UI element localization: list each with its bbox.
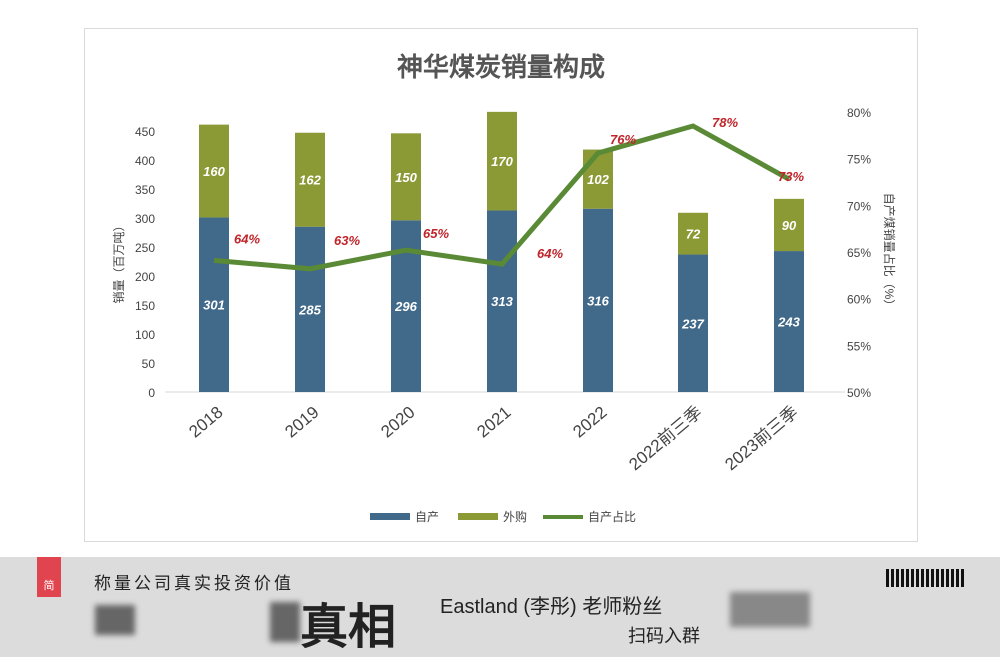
y-tick-label: 400 xyxy=(135,154,155,168)
y-tick-label: 250 xyxy=(135,241,155,255)
share-label: 64% xyxy=(537,246,563,261)
bar-purchased xyxy=(391,133,421,221)
chart-frame: 神华煤炭销量构成 0 50 100 150 200 250 300 350 400 450 50% 55… xyxy=(84,28,918,542)
y-tick-label: 150 xyxy=(135,299,155,313)
x-tick-label: 2019 xyxy=(281,403,322,442)
share-line xyxy=(213,123,791,272)
bar-own-label: 316 xyxy=(587,293,609,308)
bar-own-label: 243 xyxy=(777,315,800,330)
x-tick-label: 2023前三季 xyxy=(721,403,801,475)
y-axis-label: 销量（百万吨） xyxy=(112,219,126,303)
bar-purchased xyxy=(295,132,325,227)
bar-own-label: 313 xyxy=(491,294,513,309)
bar-purchased-label: 160 xyxy=(203,164,225,179)
y2-tick-label: 50% xyxy=(847,386,871,400)
bar-purchased-label: 102 xyxy=(587,172,609,187)
bar-purchased xyxy=(487,111,517,211)
y-tick-label: 100 xyxy=(135,328,155,342)
stacked-bar-line-chart: 神华煤炭销量构成 0 50 100 150 200 250 300 350 400 450 50% 55… xyxy=(112,52,897,524)
y2-axis-label: 自产煤销量占比（%） xyxy=(882,193,897,312)
y2-tick-label: 80% xyxy=(847,106,871,120)
bar-own xyxy=(774,251,804,392)
legend-swatch xyxy=(458,513,498,520)
bar-purchased xyxy=(583,149,613,209)
y-tick-label: 0 xyxy=(148,386,155,400)
legend-label: 外购 xyxy=(503,509,527,524)
bar-own xyxy=(295,226,325,392)
share-label: 73% xyxy=(778,169,804,184)
bar-own xyxy=(583,208,613,392)
bar-purchased xyxy=(774,198,804,252)
share-label: 64% xyxy=(234,231,260,246)
y-tick-label: 300 xyxy=(135,212,155,226)
bar-purchased-label: 72 xyxy=(686,227,701,242)
decoration-shape xyxy=(95,605,135,635)
y2-tick-label: 70% xyxy=(847,199,871,213)
bar-own-label: 285 xyxy=(298,302,321,317)
legend-label: 自产占比 xyxy=(588,509,636,524)
y2-tick-label: 60% xyxy=(847,293,871,307)
y-tick-label: 350 xyxy=(135,183,155,197)
x-tick-label: 2021 xyxy=(473,403,514,442)
bar-own-label: 296 xyxy=(394,299,417,314)
decoration-shape xyxy=(730,592,810,627)
banner-title: 真相 xyxy=(300,599,397,655)
y-tick-label: 200 xyxy=(135,270,155,284)
bar-purchased xyxy=(678,212,708,255)
bar-own xyxy=(487,210,517,392)
y2-tick-label: 65% xyxy=(847,246,871,260)
bar-own xyxy=(678,254,708,392)
share-label: 63% xyxy=(334,233,360,248)
share-label: 76% xyxy=(610,132,636,147)
banner-tab: 简 xyxy=(37,557,61,597)
chart-title: 神华煤炭销量构成 xyxy=(397,52,605,82)
y-tick-label: 450 xyxy=(135,125,155,139)
legend-label: 自产 xyxy=(415,510,439,524)
bottom-banner: 简 称量公司真实投资价值 真相 Eastland (李彤) 老师粉丝 扫码入群 xyxy=(0,557,1000,657)
bar-purchased xyxy=(199,124,229,218)
share-label: 78% xyxy=(712,115,738,130)
y2-tick-label: 55% xyxy=(847,339,871,353)
x-tick-label: 2022前三季 xyxy=(625,403,705,475)
x-tick-label: 2022 xyxy=(569,403,610,442)
bar-own-label: 237 xyxy=(681,316,704,331)
x-tick-label: 2020 xyxy=(377,403,418,442)
y2-tick-label: 75% xyxy=(847,153,871,167)
bar-own-label: 301 xyxy=(203,298,225,313)
bar-own xyxy=(199,217,229,392)
qr-code[interactable] xyxy=(886,569,964,587)
x-tick-label: 2018 xyxy=(185,403,226,442)
banner-teacher: Eastland (李彤) 老师粉丝 xyxy=(440,596,663,618)
banner-slogan: 称量公司真实投资价值 xyxy=(94,574,294,593)
legend-swatch xyxy=(370,513,410,520)
bar-purchased-label: 170 xyxy=(491,154,513,169)
bar-purchased-label: 150 xyxy=(395,170,417,185)
bar-purchased-label: 162 xyxy=(299,173,321,188)
bar-purchased-label: 90 xyxy=(782,218,797,233)
y-tick-label: 50 xyxy=(142,357,156,371)
decoration-shape xyxy=(270,602,300,642)
share-label: 65% xyxy=(423,226,449,241)
banner-scan-text: 扫码入群 xyxy=(628,626,700,646)
